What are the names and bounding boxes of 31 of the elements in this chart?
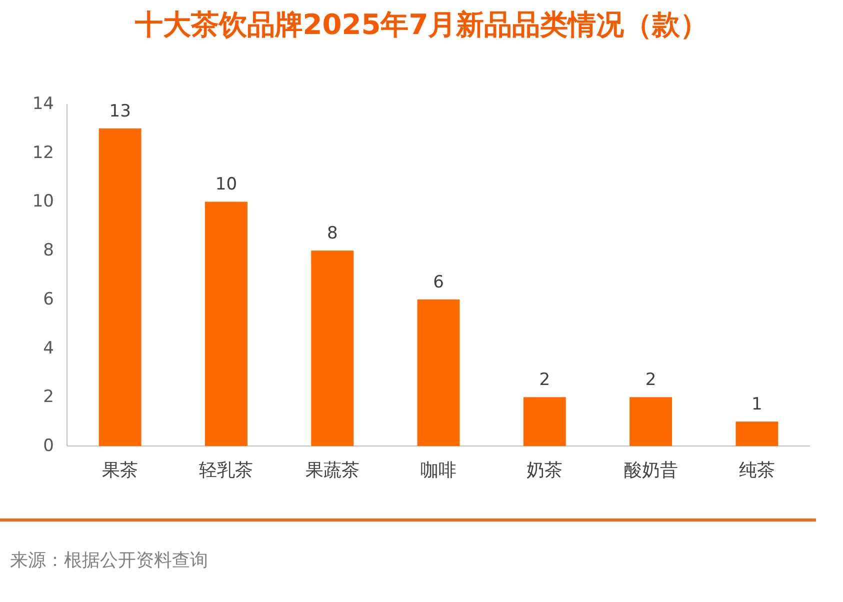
y-tick-label: 8 bbox=[43, 240, 54, 261]
x-tick-label: 咖啡 bbox=[420, 460, 456, 481]
data-label: 6 bbox=[433, 272, 444, 292]
y-tick-label: 4 bbox=[43, 338, 54, 358]
x-tick-label: 果蔬茶 bbox=[305, 460, 360, 481]
data-label: 1 bbox=[752, 394, 762, 415]
chart-title: 十大茶饮品牌2025年7月新品品类情况（款） bbox=[134, 8, 708, 41]
bar bbox=[204, 202, 248, 446]
data-label: 2 bbox=[539, 370, 550, 390]
x-tick-label: 酸奶昔 bbox=[624, 460, 678, 481]
bar bbox=[736, 422, 778, 446]
y-tick-label: 2 bbox=[43, 387, 54, 408]
y-tick-label: 12 bbox=[32, 142, 54, 163]
bar bbox=[523, 397, 566, 446]
bar bbox=[311, 250, 354, 446]
bar bbox=[417, 299, 460, 446]
y-tick-label: 14 bbox=[32, 94, 54, 114]
x-tick-label: 果茶 bbox=[102, 460, 138, 481]
data-label: 2 bbox=[645, 370, 656, 390]
y-tick-label: 6 bbox=[43, 289, 54, 310]
bar bbox=[98, 128, 142, 446]
x-tick-label: 轻乳茶 bbox=[199, 460, 254, 481]
data-label: 8 bbox=[326, 224, 338, 244]
data-label: 13 bbox=[109, 101, 131, 122]
x-tick-label: 奶茶 bbox=[526, 460, 563, 481]
bar bbox=[630, 397, 672, 446]
source-note: 来源：根据公开资料查询 bbox=[10, 550, 208, 571]
y-tick-label: 10 bbox=[32, 192, 54, 212]
x-tick-label: 纯茶 bbox=[738, 460, 775, 481]
data-label: 10 bbox=[215, 174, 238, 195]
y-tick-label: 0 bbox=[43, 436, 54, 456]
